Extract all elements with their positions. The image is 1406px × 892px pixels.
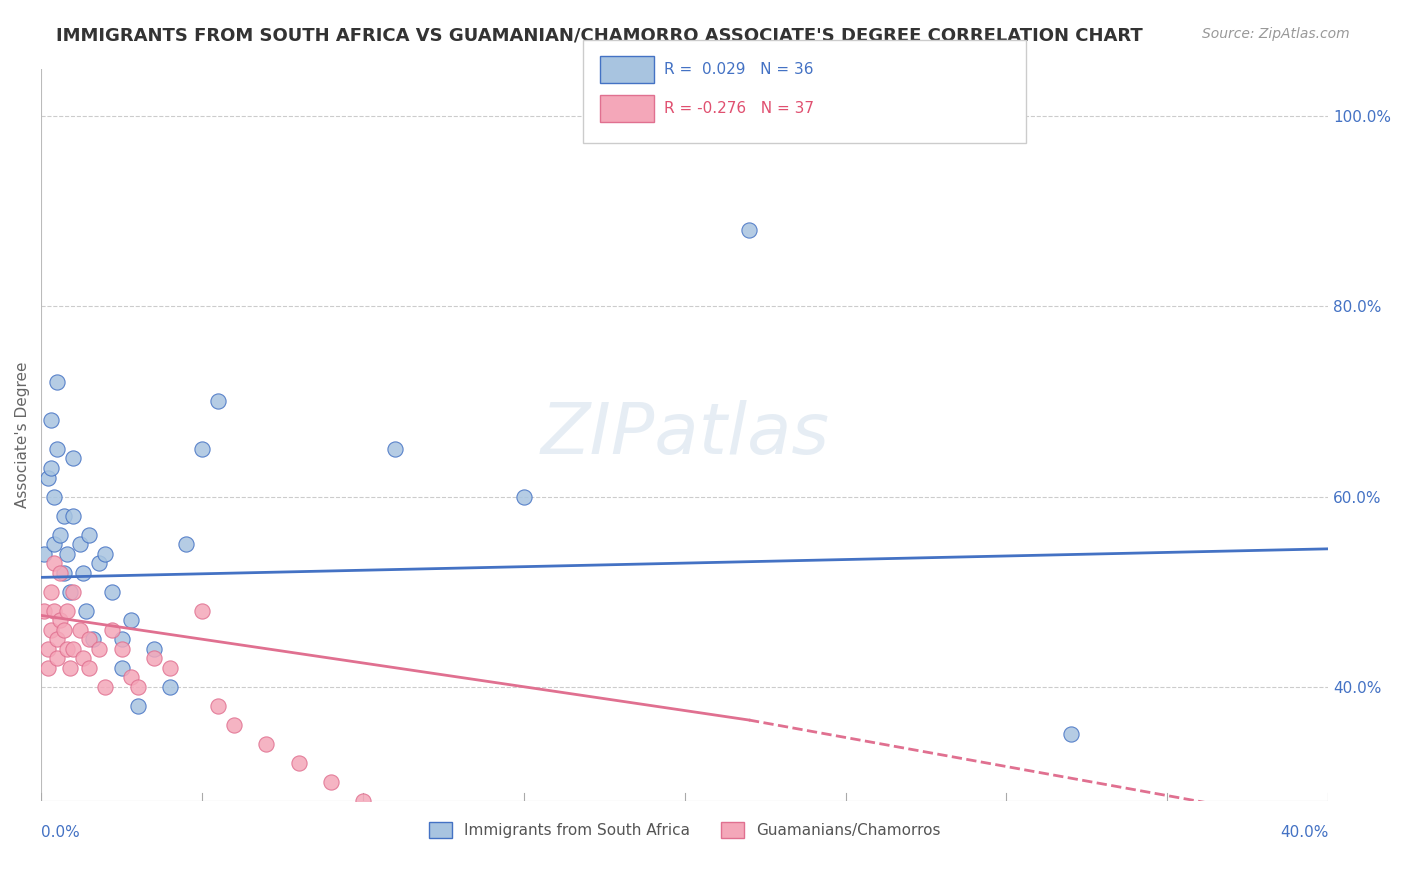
Point (52, 508, 75, 523)
Point (738, 223, 761, 237)
Point (49, 613, 72, 627)
Y-axis label: Associate's Degree: Associate's Degree (15, 361, 30, 508)
Point (52, 623, 75, 637)
Point (75, 604, 97, 618)
Point (56, 641, 79, 656)
Point (46, 442, 69, 456)
Point (384, 442, 406, 456)
Point (127, 698, 149, 713)
Point (39, 461, 62, 475)
Point (37, 661, 59, 675)
Point (79, 632, 101, 647)
Point (384, 822, 406, 837)
Point (37, 470, 59, 484)
Text: Source: ZipAtlas.com: Source: ZipAtlas.com (1202, 27, 1350, 41)
Point (69, 537, 91, 551)
Point (79, 527, 101, 541)
Point (82, 632, 104, 647)
Text: R = -0.276   N = 37: R = -0.276 N = 37 (664, 102, 814, 116)
Point (59, 584, 82, 599)
Point (56, 547, 79, 561)
Text: R =  0.029   N = 36: R = 0.029 N = 36 (664, 62, 813, 77)
Point (142, 641, 165, 656)
Point (46, 632, 69, 647)
Point (120, 613, 142, 627)
Point (287, 756, 309, 770)
Text: 0.0%: 0.0% (41, 825, 80, 839)
Point (69, 623, 91, 637)
Point (42, 537, 65, 551)
Point (120, 670, 142, 684)
Point (87, 556, 110, 570)
Point (159, 661, 181, 675)
Point (49, 527, 72, 541)
Point (101, 623, 124, 637)
Point (56, 604, 79, 618)
Point (72, 651, 94, 665)
Point (224, 718, 246, 732)
Point (39, 413, 62, 427)
Point (62, 584, 84, 599)
Point (39, 584, 62, 599)
Point (46, 376, 69, 390)
Point (52, 566, 75, 580)
Point (110, 661, 132, 675)
Point (191, 604, 214, 618)
Point (191, 442, 214, 456)
Point (39, 623, 62, 637)
Point (34, 604, 56, 618)
Point (42, 604, 65, 618)
Point (110, 641, 132, 656)
Point (513, 490, 536, 504)
Point (254, 737, 277, 751)
Point (110, 632, 132, 647)
Text: ZIPatlas: ZIPatlas (540, 401, 830, 469)
Point (207, 394, 229, 409)
Point (87, 641, 110, 656)
Point (46, 651, 69, 665)
Point (174, 537, 197, 551)
Point (319, 775, 342, 789)
Point (159, 680, 181, 694)
Point (352, 794, 374, 808)
Legend: Immigrants from South Africa, Guamanians/Chamorros: Immigrants from South Africa, Guamanians… (423, 816, 946, 845)
Point (94, 547, 117, 561)
Point (42, 556, 65, 570)
Point (101, 584, 124, 599)
Text: 40.0%: 40.0% (1279, 825, 1329, 839)
Point (42, 490, 65, 504)
Point (37, 641, 59, 656)
Point (49, 566, 72, 580)
Point (62, 451, 84, 466)
Point (94, 680, 117, 694)
Point (207, 698, 229, 713)
Point (142, 651, 165, 665)
Point (62, 641, 84, 656)
Point (1060, 727, 1083, 741)
Point (72, 566, 94, 580)
Point (34, 547, 56, 561)
Point (79, 661, 101, 675)
Point (59, 661, 82, 675)
Text: ●: ● (610, 61, 624, 78)
Point (62, 508, 84, 523)
Point (127, 680, 149, 694)
Text: IMMIGRANTS FROM SOUTH AFRICA VS GUAMANIAN/CHAMORRO ASSOCIATE'S DEGREE CORRELATIO: IMMIGRANTS FROM SOUTH AFRICA VS GUAMANIA… (56, 27, 1143, 45)
